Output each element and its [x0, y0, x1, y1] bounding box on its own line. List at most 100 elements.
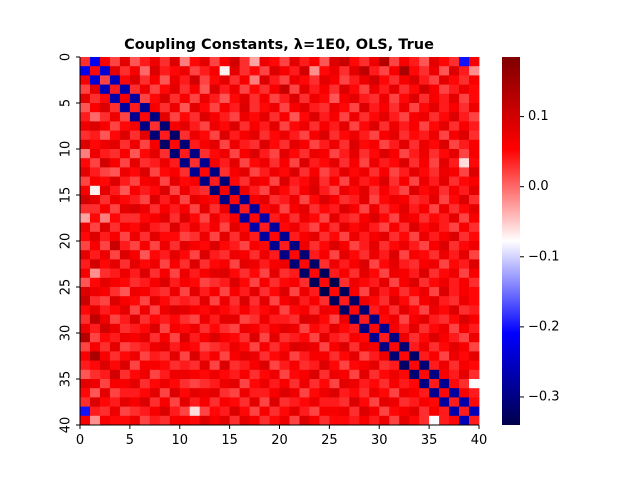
heatmap-cell [109, 369, 121, 380]
heatmap-cell [119, 333, 131, 343]
heatmap-cell [239, 213, 250, 223]
heatmap-cell [439, 112, 450, 122]
heatmap-cell [119, 185, 131, 196]
heatmap-cell [129, 149, 141, 159]
heatmap-cell [80, 130, 91, 141]
heatmap-cell [159, 176, 171, 187]
heatmap-cell [129, 277, 141, 288]
heatmap-cell [209, 185, 221, 196]
heatmap-cell [159, 333, 171, 343]
heatmap-cell [149, 241, 161, 251]
heatmap-cell [179, 204, 191, 214]
heatmap-cell [319, 139, 330, 150]
heatmap-cell [299, 379, 310, 389]
heatmap-cell [229, 360, 241, 371]
heatmap-cell [339, 195, 350, 205]
heatmap-cell [439, 369, 450, 380]
heatmap-cell [249, 333, 260, 343]
heatmap-cell [369, 57, 380, 67]
heatmap-cell [329, 213, 340, 223]
heatmap-cell [80, 75, 91, 85]
heatmap-cell [429, 342, 440, 352]
heatmap-cell [159, 259, 171, 269]
heatmap-cell [99, 176, 111, 187]
heatmap-cell [309, 84, 320, 95]
heatmap-cell [119, 195, 131, 205]
heatmap-cell [349, 287, 360, 297]
heatmap-cell [179, 176, 191, 187]
heatmap-cell [409, 379, 420, 389]
heatmap-cell [229, 305, 241, 315]
heatmap-cell [169, 333, 181, 343]
heatmap-cell [149, 204, 161, 214]
heatmap-cell [459, 369, 470, 380]
heatmap-cell [119, 121, 131, 131]
heatmap-cell [369, 84, 380, 95]
heatmap-cell [119, 259, 131, 269]
heatmap-cell [389, 149, 400, 159]
heatmap-cell [299, 333, 310, 343]
heatmap-cell [419, 195, 430, 205]
heatmap-cell [369, 305, 380, 315]
heatmap-cell [119, 66, 131, 76]
heatmap-cell [159, 167, 171, 177]
heatmap-cell [409, 149, 420, 159]
heatmap-cell [249, 314, 260, 325]
heatmap-cell [99, 167, 111, 177]
heatmap-cell [379, 167, 390, 177]
heatmap-cell [409, 57, 420, 67]
heatmap-cell [279, 121, 290, 131]
heatmap-cell [319, 204, 330, 214]
heatmap-cell [179, 93, 191, 104]
heatmap-cell [139, 149, 151, 159]
heatmap-cell [389, 250, 400, 260]
heatmap-cell [459, 379, 470, 389]
heatmap-cell [279, 149, 290, 159]
heatmap-cell [309, 213, 320, 223]
heatmap-cell [409, 231, 420, 242]
heatmap-cell [179, 333, 191, 343]
heatmap-cell [349, 103, 360, 113]
heatmap-cell [89, 103, 101, 113]
heatmap-cell [80, 388, 91, 398]
heatmap-cell [319, 75, 330, 85]
heatmap-cell [109, 296, 121, 306]
heatmap-cell [469, 351, 480, 361]
heatmap-cell [329, 84, 340, 95]
heatmap-cell [419, 305, 430, 315]
heatmap-cell [259, 222, 270, 233]
heatmap-cell [169, 241, 181, 251]
heatmap-cell [379, 360, 390, 371]
heatmap-cell [439, 415, 450, 426]
heatmap-cell [359, 185, 370, 196]
heatmap-cell [169, 176, 181, 187]
heatmap-cell [209, 388, 221, 398]
heatmap-cell [469, 139, 480, 150]
heatmap-cell [449, 176, 460, 187]
heatmap-cell [139, 66, 151, 76]
heatmap-cell [399, 314, 410, 325]
heatmap-cell [299, 314, 310, 325]
heatmap-cell [389, 75, 400, 85]
heatmap-cell [259, 333, 270, 343]
heatmap-cell [389, 388, 400, 398]
heatmap-cell [109, 277, 121, 288]
heatmap-cell [379, 195, 390, 205]
heatmap-cell [349, 158, 360, 168]
heatmap-cell [379, 75, 390, 85]
heatmap-cell [269, 406, 280, 417]
heatmap-cell [139, 287, 151, 297]
heatmap-cell [129, 84, 141, 95]
heatmap-cell [139, 158, 151, 168]
heatmap-cell [409, 75, 420, 85]
heatmap-cell [139, 112, 151, 122]
heatmap-cell [99, 241, 111, 251]
heatmap-cell [259, 415, 270, 426]
heatmap-cell [279, 84, 290, 95]
heatmap-cell [339, 342, 350, 352]
heatmap-cell [459, 149, 470, 159]
heatmap-cell [199, 167, 211, 177]
heatmap-cell [119, 314, 131, 325]
heatmap-cell [119, 250, 131, 260]
heatmap-cell [339, 415, 350, 426]
